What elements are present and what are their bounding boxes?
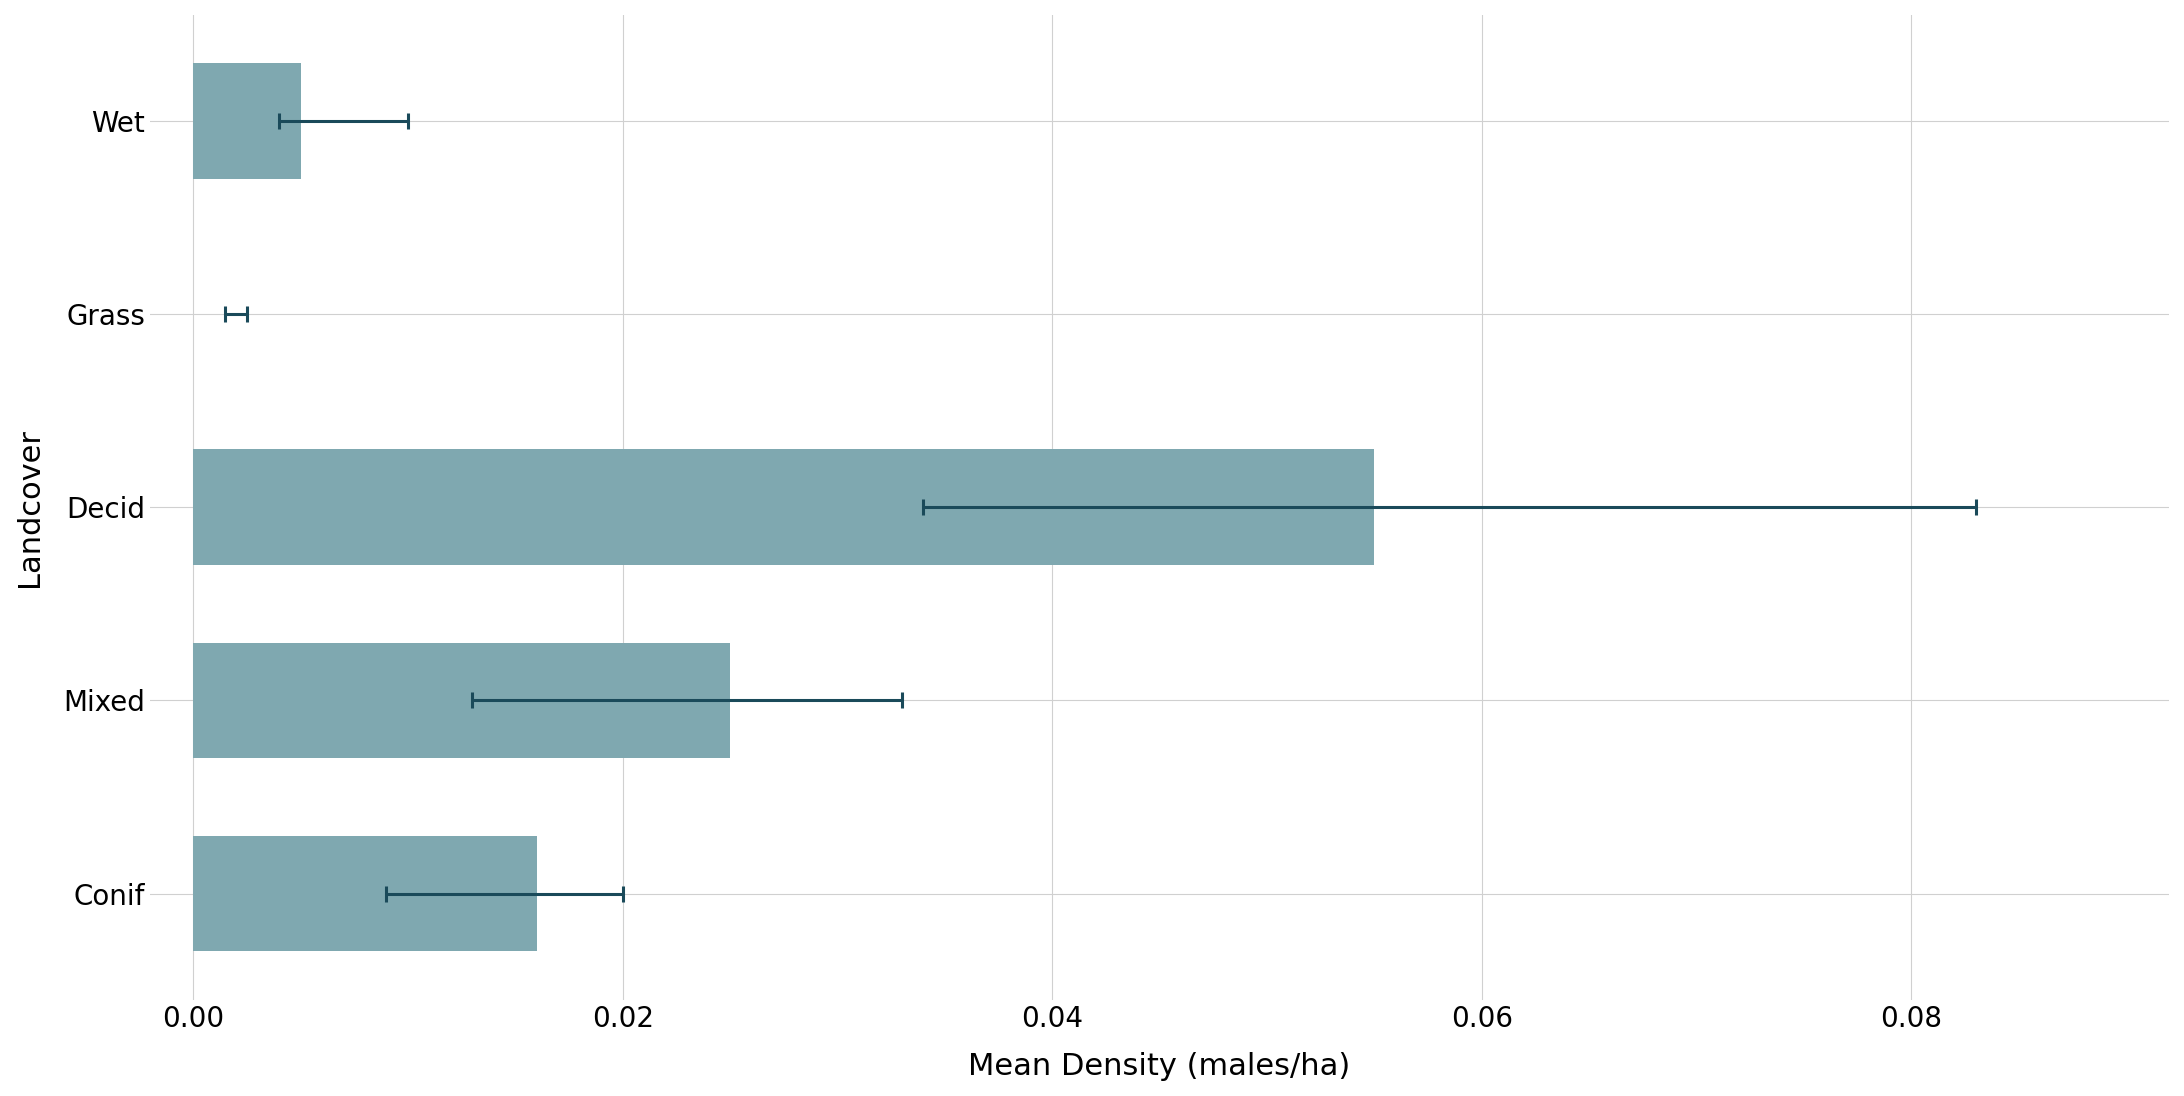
Bar xyxy=(192,64,301,179)
Bar xyxy=(192,835,537,951)
Y-axis label: Landcover: Landcover xyxy=(15,427,44,586)
X-axis label: Mean Density (males/ha): Mean Density (males/ha) xyxy=(968,1052,1350,1081)
Bar xyxy=(192,642,729,758)
Bar xyxy=(192,449,1374,566)
